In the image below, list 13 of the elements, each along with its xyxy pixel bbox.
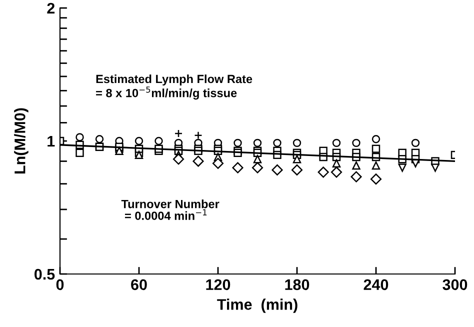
annotation: Estimated Lymph Flow Rate = 8 x 10$^{−5}$ml/min/g tissue [96,74,252,100]
x-tick-label: 180 [285,279,310,290]
x-tick-label: 0 [56,279,64,290]
x-axis-title: Time (min) [217,298,298,313]
x-tick-label: 60 [131,279,147,290]
x-tick-label: 300 [442,279,468,290]
y-axis-title: Ln(M/M0) [14,108,28,174]
y-tick-label: 1 [48,136,55,147]
y-tick-label: 0.5 [34,268,55,280]
x-tick-label: 240 [364,279,388,290]
x-tick-label: 120 [206,279,230,290]
annotation: Turnover Number = 0.0004 min$^{−1}$ [121,200,220,220]
y-tick-label: 2 [47,2,55,14]
